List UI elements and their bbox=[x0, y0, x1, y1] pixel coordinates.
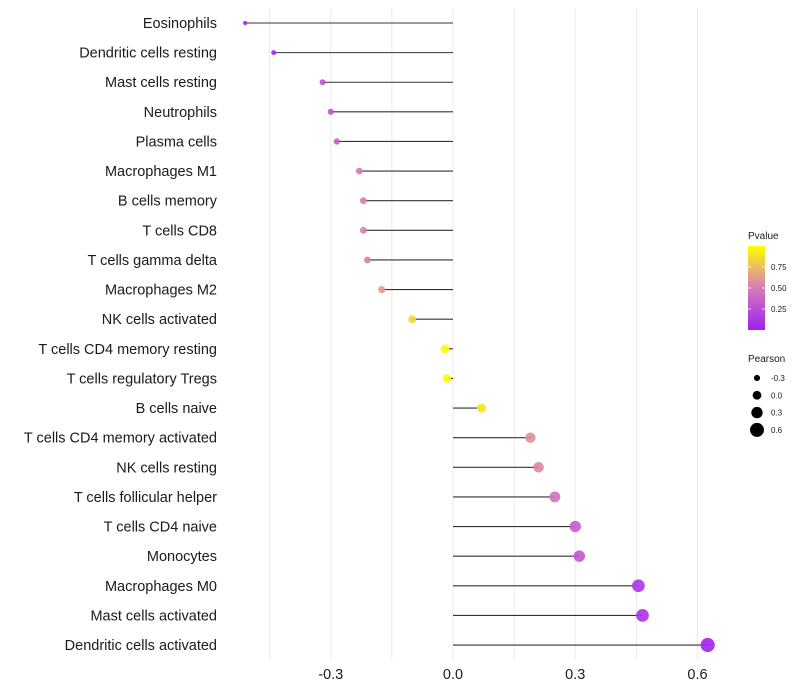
data-point bbox=[327, 108, 334, 115]
x-tick-label: 0.0 bbox=[443, 667, 463, 683]
y-axis-label: Macrophages M0 bbox=[105, 579, 217, 595]
data-point bbox=[363, 256, 371, 264]
y-axis-label: T cells CD4 naive bbox=[104, 520, 217, 536]
size-legend-label: 0.6 bbox=[771, 426, 783, 435]
data-point bbox=[700, 637, 715, 653]
size-legend-label: 0.3 bbox=[771, 409, 783, 418]
data-point bbox=[533, 462, 544, 473]
y-axis-label: Eosinophils bbox=[143, 16, 217, 32]
data-point bbox=[636, 609, 649, 622]
y-axis-label: T cells regulatory Tregs bbox=[67, 371, 217, 387]
pearson-legend-title: Pearson bbox=[748, 354, 785, 365]
y-axis-label: T cells CD8 bbox=[142, 223, 217, 239]
grid-lines bbox=[269, 8, 698, 660]
size-legend-dot bbox=[750, 422, 764, 437]
size-legend-dot bbox=[751, 406, 763, 419]
pvalue-legend-title: Pvalue bbox=[748, 231, 779, 242]
colorbar-tick-label: 0.50 bbox=[771, 284, 787, 293]
data-point bbox=[359, 197, 367, 205]
x-tick-label: 0.3 bbox=[565, 667, 585, 683]
y-axis-label: Mast cells activated bbox=[90, 608, 217, 624]
y-axis-label: Macrophages M1 bbox=[105, 164, 217, 180]
data-point bbox=[525, 432, 536, 443]
y-axis-label: NK cells activated bbox=[102, 312, 217, 328]
y-axis-label: B cells naive bbox=[136, 401, 217, 417]
data-point bbox=[333, 138, 341, 145]
size-legend-label: -0.3 bbox=[771, 374, 785, 383]
colorbar-tick-label: 0.75 bbox=[771, 263, 787, 272]
pvalue-legend: Pvalue 0.25 0.50 0.75 bbox=[748, 231, 787, 330]
pvalue-colorbar bbox=[748, 246, 765, 330]
y-axis-label: Mast cells resting bbox=[105, 75, 217, 91]
data-point bbox=[549, 491, 561, 503]
size-legend-dot bbox=[752, 390, 762, 400]
size-legend-label: 0.0 bbox=[771, 391, 783, 400]
y-axis-label: T cells CD4 memory activated bbox=[24, 431, 217, 447]
y-axis-label: NK cells resting bbox=[116, 460, 217, 476]
data-point bbox=[442, 374, 452, 383]
data-point bbox=[569, 520, 581, 533]
y-axis-label: Monocytes bbox=[147, 549, 217, 565]
data-point bbox=[355, 167, 363, 175]
x-tick-label: -0.3 bbox=[318, 667, 343, 683]
pearson-legend: Pearson -0.3 0.0 0.3 0.6 bbox=[748, 354, 785, 437]
data-point bbox=[632, 579, 645, 593]
y-axis-labels: Eosinophils Dendritic cells resting Mast c… bbox=[24, 16, 218, 654]
y-axis-label: B cells memory bbox=[118, 194, 218, 210]
data-point bbox=[573, 550, 586, 562]
data-point bbox=[476, 403, 487, 413]
colorbar-tick-label: 0.25 bbox=[771, 305, 787, 314]
x-tick-label: 0.6 bbox=[687, 667, 707, 683]
y-axis-label: Plasma cells bbox=[136, 134, 217, 150]
y-axis-label: T cells CD4 memory resting bbox=[38, 342, 217, 358]
data-point bbox=[243, 20, 248, 26]
lollipop-points bbox=[243, 20, 715, 653]
data-point bbox=[319, 79, 326, 86]
y-axis-label: Dendritic cells resting bbox=[79, 46, 217, 62]
y-axis-label: Neutrophils bbox=[144, 105, 217, 121]
y-axis-label: Dendritic cells activated bbox=[65, 638, 217, 654]
x-axis-ticks: -0.3 0.0 0.3 0.6 bbox=[318, 667, 707, 683]
data-point bbox=[378, 285, 386, 294]
lollipop-stems bbox=[245, 22, 708, 646]
data-point bbox=[271, 50, 277, 56]
data-point bbox=[440, 344, 450, 354]
y-axis-label: Macrophages M2 bbox=[105, 283, 217, 299]
size-legend-dot bbox=[753, 374, 761, 382]
y-axis-label: T cells gamma delta bbox=[88, 253, 218, 269]
data-point bbox=[408, 315, 417, 324]
data-point bbox=[359, 226, 367, 234]
y-axis-label: T cells follicular helper bbox=[74, 490, 217, 506]
